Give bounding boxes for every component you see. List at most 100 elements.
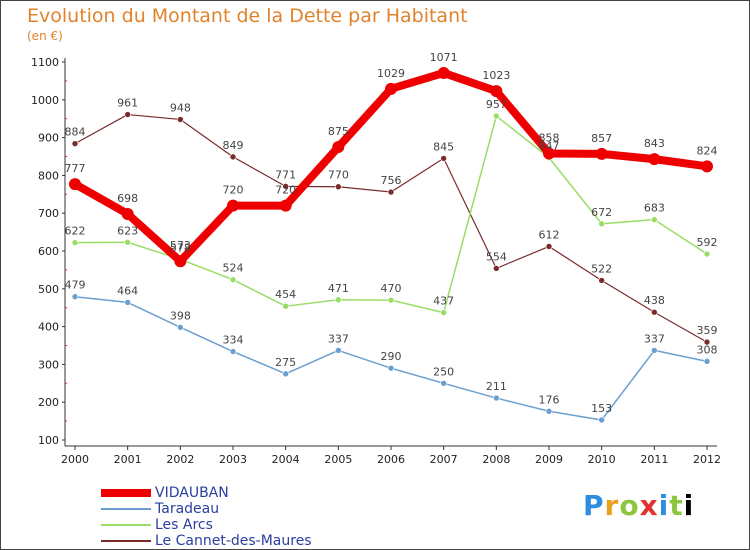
legend-label-taradeau: Taradeau [155, 501, 220, 517]
data-label-les-arcs-2008: 957 [486, 98, 507, 111]
data-label-le-cannet-des-maures-2012: 359 [697, 324, 718, 337]
point-le-cannet-des-maures-2008 [493, 265, 500, 272]
y-tick-label-400: 400 [38, 321, 59, 334]
point-les-arcs-2001 [124, 239, 131, 246]
data-label-vidauban-2000: 777 [65, 162, 86, 175]
x-tick-label-2003: 2003 [219, 453, 247, 466]
x-tick-label-2009: 2009 [535, 453, 563, 466]
point-vidauban-2007 [437, 66, 450, 79]
point-le-cannet-des-maures-2011 [651, 308, 658, 316]
point-taradeau-2001 [124, 299, 131, 306]
data-label-les-arcs-2009: 847 [539, 140, 560, 153]
x-tick-label-2012: 2012 [693, 453, 721, 466]
y-tick-label-1000: 1000 [31, 94, 59, 107]
data-label-taradeau-2008: 211 [486, 380, 507, 393]
data-label-taradeau-2009: 176 [539, 393, 560, 406]
point-les-arcs-2005 [335, 296, 342, 304]
point-le-cannet-des-maures-2009 [545, 243, 553, 250]
point-vidauban-2012 [701, 160, 713, 173]
x-tick-label-2005: 2005 [324, 453, 352, 466]
legend-label-vidauban: VIDAUBAN [155, 485, 229, 501]
point-taradeau-2005 [335, 347, 342, 354]
point-taradeau-2007 [440, 379, 447, 387]
data-label-vidauban-2004: 720 [275, 184, 296, 197]
y-tick-label-1100: 1100 [31, 56, 59, 69]
data-label-le-cannet-des-maures-2003: 849 [223, 139, 244, 152]
point-vidauban-2005 [332, 141, 345, 154]
point-vidauban-2008 [490, 85, 503, 98]
point-les-arcs-2011 [651, 216, 658, 223]
data-label-vidauban-2001: 698 [117, 192, 138, 205]
legend-label-les-arcs: Les Arcs [155, 517, 213, 533]
data-label-le-cannet-des-maures-2010: 522 [591, 262, 612, 275]
data-label-taradeau-2012: 308 [697, 343, 718, 356]
point-taradeau-2010 [598, 416, 605, 424]
point-vidauban-2000 [69, 178, 81, 191]
data-label-les-arcs-2007: 437 [433, 295, 454, 308]
point-taradeau-2003 [229, 348, 237, 355]
data-label-le-cannet-des-maures-2007: 845 [433, 140, 454, 153]
data-label-taradeau-2011: 337 [644, 332, 665, 345]
legend-swatch-vidauban [101, 489, 151, 497]
x-tick-label-2006: 2006 [377, 453, 405, 466]
x-tick-label-2007: 2007 [430, 453, 458, 466]
data-label-vidauban-2011: 843 [644, 137, 665, 150]
point-le-cannet-des-maures-2010 [598, 277, 605, 284]
data-label-vidauban-2012: 824 [697, 144, 718, 157]
y-tick-label-100: 100 [38, 434, 59, 447]
data-label-le-cannet-des-maures-2004: 771 [275, 168, 296, 181]
point-le-cannet-des-maures-2006 [387, 188, 395, 196]
data-label-vidauban-2009: 858 [539, 131, 560, 144]
y-tick-label-800: 800 [38, 169, 59, 182]
point-vidauban-2004 [279, 199, 292, 212]
legend-label-le-cannet: Le Cannet-des-Maures [155, 533, 312, 549]
data-label-le-cannet-des-maures-2008: 554 [486, 250, 507, 263]
y-tick-label-600: 600 [38, 245, 59, 258]
point-vidauban-2006 [385, 82, 397, 95]
data-label-le-cannet-des-maures-2011: 438 [644, 294, 665, 307]
point-taradeau-2006 [387, 364, 395, 372]
data-label-les-arcs-2004: 454 [275, 288, 296, 301]
data-label-taradeau-2002: 398 [170, 309, 191, 322]
point-les-arcs-2000 [71, 239, 79, 246]
x-tick-label-2011: 2011 [640, 453, 668, 466]
x-tick-label-2001: 2001 [114, 453, 142, 466]
x-tick-label-2010: 2010 [588, 453, 616, 466]
point-le-cannet-des-maures-2004 [282, 183, 289, 190]
x-tick-label-2004: 2004 [272, 453, 300, 466]
data-label-les-arcs-2000: 622 [65, 225, 86, 238]
x-tick-label-2008: 2008 [482, 453, 510, 466]
point-vidauban-2003 [227, 199, 239, 212]
legend-item-vidauban: VIDAUBAN [101, 485, 312, 501]
data-label-les-arcs-2002: 578 [170, 241, 191, 254]
series-line-le-cannet-des-maures [74, 113, 708, 343]
legend-item-taradeau: Taradeau [101, 501, 312, 517]
point-vidauban-2002 [174, 255, 187, 268]
data-label-les-arcs-2012: 592 [697, 236, 718, 249]
data-label-vidauban-2002: 573 [170, 239, 191, 252]
data-label-les-arcs-2003: 524 [223, 262, 244, 275]
legend-swatch-le-cannet [101, 540, 151, 542]
data-label-les-arcs-2011: 683 [644, 202, 665, 215]
point-les-arcs-2012 [703, 250, 711, 258]
data-label-le-cannet-des-maures-2005: 770 [328, 169, 349, 182]
data-label-les-arcs-2005: 471 [328, 282, 349, 295]
point-le-cannet-des-maures-2007 [440, 155, 447, 162]
data-label-taradeau-2001: 464 [117, 284, 138, 297]
y-tick-label-200: 200 [38, 396, 59, 409]
point-les-arcs-2010 [598, 220, 605, 228]
chart-subtitle: (en €) [27, 29, 63, 43]
data-label-taradeau-2003: 334 [223, 334, 244, 347]
point-taradeau-2004 [282, 370, 289, 378]
data-label-vidauban-2003: 720 [223, 184, 244, 197]
point-les-arcs-2004 [282, 302, 289, 310]
data-label-les-arcs-2006: 470 [381, 282, 402, 295]
point-le-cannet-des-maures-2012 [703, 338, 711, 346]
y-tick-label-300: 300 [38, 358, 59, 371]
x-tick-label-2000: 2000 [61, 453, 89, 466]
point-taradeau-2012 [703, 358, 711, 365]
data-label-taradeau-2000: 479 [65, 279, 86, 292]
data-label-les-arcs-2010: 672 [591, 206, 612, 219]
data-label-le-cannet-des-maures-2001: 961 [117, 97, 138, 110]
